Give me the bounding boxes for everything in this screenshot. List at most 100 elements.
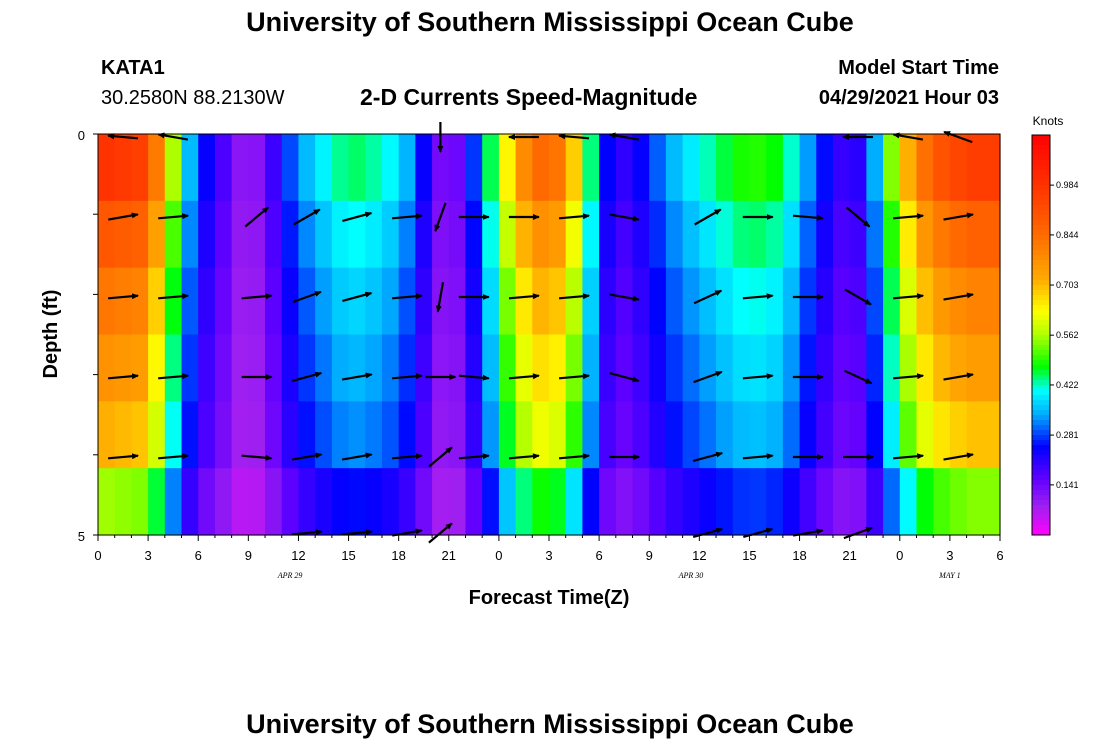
station-coordinates: 30.2580N 88.2130W [101, 87, 285, 109]
colorbar-segment [1032, 495, 1050, 501]
current-vector-arrow [428, 522, 453, 544]
heat-cell [148, 200, 166, 269]
colorbar-segment [1032, 385, 1050, 391]
colorbar-segment [1032, 370, 1050, 376]
heat-cell [482, 134, 500, 202]
heat-cell [916, 134, 934, 202]
current-vector-arrow [434, 202, 447, 233]
heat-cell [181, 267, 199, 336]
colorbar-segment [1032, 210, 1050, 216]
heat-cell [732, 200, 751, 269]
heat-cell [732, 401, 751, 469]
heat-cell [214, 401, 233, 469]
heat-cell [632, 200, 650, 269]
heat-cell [381, 334, 400, 402]
colorbar-segment [1032, 155, 1050, 161]
heat-cell [398, 134, 416, 202]
colorbar-segment [1032, 205, 1050, 211]
colorbar-segment [1032, 345, 1050, 351]
heat-cell [799, 267, 817, 336]
current-vector-arrow [392, 293, 423, 300]
colorbar-segment [1032, 185, 1050, 191]
heat-cell [983, 401, 1001, 469]
heat-cell [699, 267, 717, 336]
chart-title: 2-D Currents Speed-Magnitude [360, 84, 698, 110]
heat-cell [482, 401, 500, 469]
heat-cell [515, 134, 533, 202]
heat-cell [248, 267, 266, 336]
heat-cell [649, 401, 667, 469]
colorbar-segment [1032, 305, 1050, 311]
heat-cell [465, 267, 483, 336]
heat-cell [365, 334, 383, 402]
heat-cell [599, 334, 617, 402]
colorbar-segment [1032, 220, 1050, 226]
heat-cell [432, 200, 450, 269]
colorbar-tick-label: 0.281 [1056, 430, 1079, 440]
heat-cell [198, 401, 216, 469]
heat-cell [933, 134, 951, 202]
colorbar-segment [1032, 200, 1050, 206]
heat-cell [565, 468, 583, 536]
heat-cell [665, 134, 684, 202]
heat-cell [782, 267, 801, 336]
heat-cell [281, 267, 300, 336]
heat-cell [398, 200, 416, 269]
heat-cell [331, 468, 350, 536]
heat-cell [899, 134, 918, 202]
current-vector-arrow [392, 373, 423, 380]
heat-cell [832, 334, 851, 402]
current-vector-arrow [158, 293, 190, 300]
heat-cell [615, 334, 634, 402]
heat-cell [432, 334, 450, 402]
heat-cell [649, 468, 667, 536]
current-vector-arrow [342, 211, 373, 222]
colorbar-segment [1032, 410, 1050, 416]
current-vector-arrow [943, 212, 974, 221]
heat-cell [348, 134, 366, 202]
heat-cell [716, 334, 734, 402]
colorbar-segment [1032, 510, 1050, 516]
heat-cell [381, 200, 400, 269]
heat-cell [899, 267, 918, 336]
heat-cell [883, 267, 901, 336]
x-axis-label: Forecast Time(Z) [469, 587, 630, 609]
current-vector-arrow [893, 373, 925, 380]
colorbar: 0.984 0.844 0.703 0.562 0.422 0.281 0.141 [1031, 134, 1079, 536]
current-vector-arrow [241, 454, 273, 461]
heat-cell [214, 200, 233, 269]
colorbar-segment [1032, 505, 1050, 511]
colorbar-segment [1032, 455, 1050, 461]
heat-cell [498, 134, 517, 202]
heat-cell [615, 401, 634, 469]
colorbar-segment [1032, 445, 1050, 451]
colorbar-segment [1032, 235, 1050, 241]
heat-cell [665, 468, 684, 536]
heat-cell [966, 134, 984, 202]
heat-cell [532, 401, 550, 469]
colorbar-segment [1032, 295, 1050, 301]
current-vector-arrow [792, 214, 824, 221]
heat-cell [866, 200, 884, 269]
heat-cell [448, 468, 467, 536]
heat-cell [164, 267, 183, 336]
heat-cell [448, 134, 467, 202]
colorbar-segment [1032, 365, 1050, 371]
heat-cell [515, 334, 533, 402]
heat-cell [98, 200, 116, 269]
heat-cell [131, 468, 149, 536]
heat-cell [465, 200, 483, 269]
current-vector-arrow [843, 526, 874, 540]
heat-cell [265, 267, 283, 336]
heat-cell [348, 267, 366, 336]
heat-cell [649, 267, 667, 336]
colorbar-segment [1032, 350, 1050, 356]
heat-cell [649, 334, 667, 402]
current-vector-arrow [458, 374, 490, 381]
colorbar-segment [1032, 195, 1050, 201]
heat-cell [632, 134, 650, 202]
colorbar-segment [1032, 135, 1050, 141]
colorbar-tick-label: 0.703 [1056, 280, 1079, 290]
heat-cell [933, 267, 951, 336]
heat-cell [515, 468, 533, 536]
